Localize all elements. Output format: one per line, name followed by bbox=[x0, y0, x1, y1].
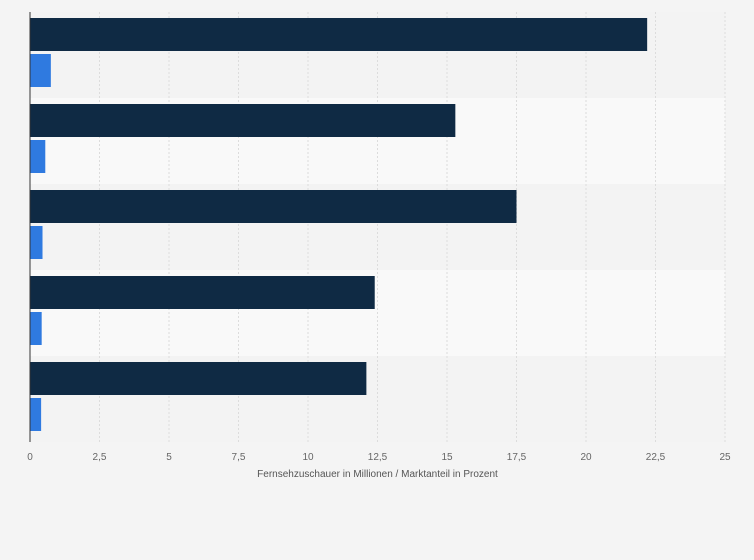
x-tick-label: 5 bbox=[166, 452, 172, 463]
x-tick-label: 22,5 bbox=[646, 452, 666, 463]
x-tick-label: 7,5 bbox=[232, 452, 246, 463]
bar-market-share[interactable] bbox=[30, 312, 42, 345]
x-tick-label: 17,5 bbox=[507, 452, 527, 463]
x-tick-label: 20 bbox=[580, 452, 592, 463]
x-tick-label: 25 bbox=[719, 452, 731, 463]
bars bbox=[30, 18, 648, 431]
x-tick-label: 10 bbox=[302, 452, 314, 463]
x-axis-title: Fernsehzuschauer in Millionen / Marktant… bbox=[257, 469, 498, 480]
bar-market-share[interactable] bbox=[30, 54, 51, 87]
bar-market-share[interactable] bbox=[30, 140, 46, 173]
x-tick-label: 2,5 bbox=[93, 452, 107, 463]
bar-market-share[interactable] bbox=[30, 226, 43, 259]
x-tick-label: 15 bbox=[441, 452, 453, 463]
bar-viewers[interactable] bbox=[30, 104, 456, 137]
bar-viewers[interactable] bbox=[30, 362, 367, 395]
x-tick-label: 12,5 bbox=[368, 452, 388, 463]
bar-viewers[interactable] bbox=[30, 190, 517, 223]
bar-viewers[interactable] bbox=[30, 276, 375, 309]
bar-market-share[interactable] bbox=[30, 398, 42, 431]
x-tick-label: 0 bbox=[27, 452, 33, 463]
tick-labels: 0 2,5 5 7,5 10 12,5 15 17,5 20 22,5 25 bbox=[27, 452, 731, 463]
bar-viewers[interactable] bbox=[30, 18, 648, 51]
